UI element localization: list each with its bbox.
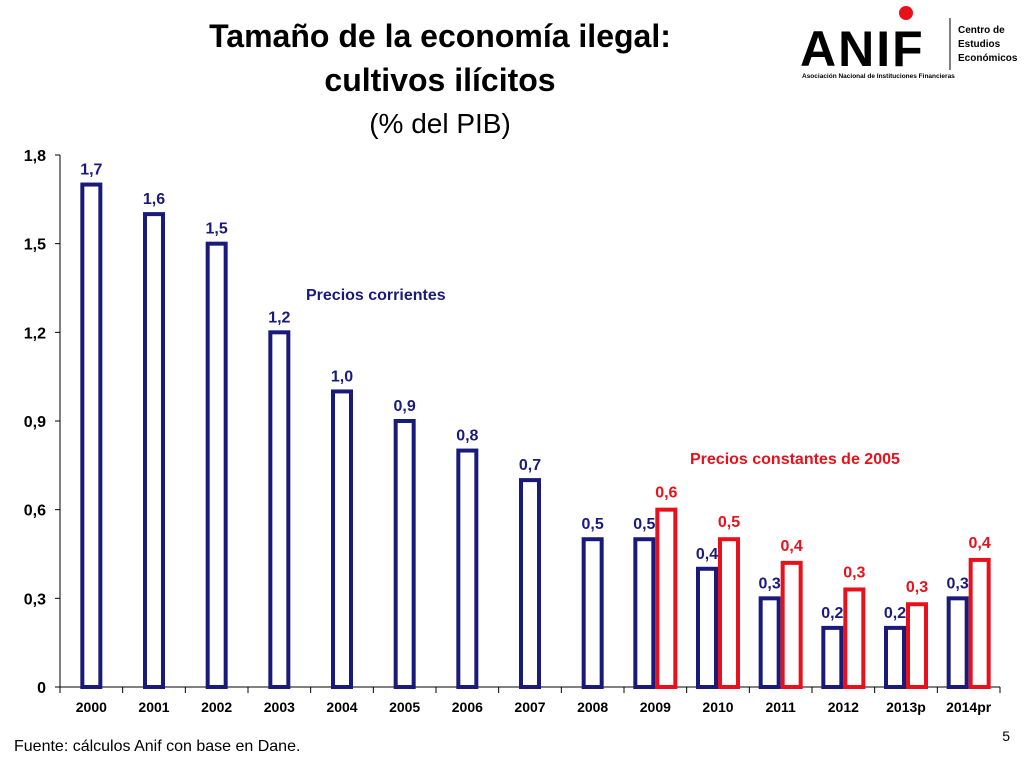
bar-corrientes [80, 182, 103, 690]
x-tick-label: 2009 [640, 699, 671, 715]
x-tick-label: 2011 [765, 699, 796, 715]
bar-corrientes [633, 537, 656, 689]
bar-constantes [780, 560, 803, 689]
bar-corrientes [393, 419, 416, 689]
x-tick-label: 2007 [514, 699, 545, 715]
y-tick-label: 1,8 [24, 148, 46, 165]
x-tick-label: 2000 [76, 699, 107, 715]
y-tick-label: 1,2 [24, 325, 46, 342]
x-tick-label: 2005 [389, 699, 420, 715]
data-label-corrientes: 1,0 [331, 368, 353, 385]
bar-corrientes [268, 330, 291, 689]
bar-corrientes [884, 625, 906, 690]
bar-constantes [968, 557, 991, 690]
data-label-corrientes: 1,6 [143, 191, 165, 208]
chart-subtitle: (% del PIB) [369, 108, 511, 139]
bar-corrientes [143, 212, 165, 689]
data-label-corrientes: 0,4 [696, 546, 718, 563]
bar-corrientes [758, 596, 781, 689]
data-label-corrientes: 0,9 [394, 398, 416, 415]
bar-corrientes [519, 478, 541, 689]
x-tick-label: 2003 [264, 699, 295, 715]
data-label-constantes: 0,3 [906, 579, 928, 596]
x-tick-label: 2006 [452, 699, 483, 715]
bar-corrientes [205, 241, 228, 690]
page-number: 5 [1002, 728, 1010, 744]
data-label-constantes: 0,4 [781, 538, 803, 555]
bar-corrientes [821, 625, 844, 690]
x-tick-label: 2002 [201, 699, 232, 715]
data-label-corrientes: 0,7 [519, 457, 541, 474]
data-label-corrientes: 0,3 [947, 575, 969, 592]
data-label-constantes: 0,5 [718, 514, 740, 531]
x-tick-label: 2010 [702, 699, 733, 715]
data-label-corrientes: 1,5 [206, 221, 228, 238]
x-tick-label: 2001 [138, 699, 169, 715]
bar-constantes [843, 587, 866, 690]
data-label-corrientes: 1,7 [80, 162, 102, 179]
data-label-corrientes: 0,2 [821, 605, 843, 622]
data-label-constantes: 0,6 [655, 485, 677, 502]
bar-corrientes [696, 566, 718, 689]
logo-red-dot [899, 6, 913, 20]
data-label-corrientes: 1,2 [268, 309, 290, 326]
data-label-corrientes: 0,5 [582, 516, 604, 533]
data-label-corrientes: 0,8 [456, 428, 478, 445]
logo-side-line3: Económicos [958, 53, 1018, 64]
x-tick-label: 2008 [577, 699, 608, 715]
data-label-constantes: 0,3 [843, 564, 865, 581]
y-tick-label: 0,9 [24, 414, 46, 431]
chart-title-line2: cultivos ilícitos [324, 62, 556, 98]
bar-constantes [718, 537, 740, 689]
data-label-corrientes: 0,2 [884, 605, 906, 622]
data-label-corrientes: 0,3 [759, 575, 781, 592]
legend-constantes: Precios constantes de 2005 [690, 451, 900, 468]
data-label-corrientes: 0,5 [633, 516, 655, 533]
bar-constantes [655, 507, 678, 689]
x-tick-label: 2013p [886, 699, 926, 715]
x-tick-label: 2004 [326, 699, 357, 715]
x-tick-label: 2014pr [946, 699, 992, 715]
y-tick-label: 1,5 [24, 237, 46, 254]
legend-corrientes: Precios corrientes [306, 287, 446, 304]
bar-constantes [906, 602, 928, 689]
bar-corrientes [581, 537, 604, 689]
logo-side-line1: Centro de [958, 25, 1005, 36]
y-tick-label: 0 [37, 680, 46, 697]
chart-title-line1: Tamaño de la economía ilegal: [209, 18, 671, 54]
logo-subtitle: Asociación Nacional de Instituciones Fin… [802, 73, 955, 80]
y-tick-label: 0,3 [24, 591, 46, 608]
x-tick-label: 2012 [828, 699, 859, 715]
logo-side-line2: Estudios [958, 39, 1001, 50]
y-tick-label: 0,6 [24, 503, 46, 520]
data-label-constantes: 0,4 [969, 535, 991, 552]
bar-corrientes [331, 389, 353, 689]
anif-logo: ANIF Asociación Nacional de Institucione… [800, 6, 1018, 80]
logo-brand: ANIF [800, 21, 925, 77]
source-footnote: Fuente: cálculos Anif con base en Dane. [14, 738, 301, 755]
bar-corrientes [456, 448, 479, 689]
bar-corrientes [946, 596, 969, 689]
